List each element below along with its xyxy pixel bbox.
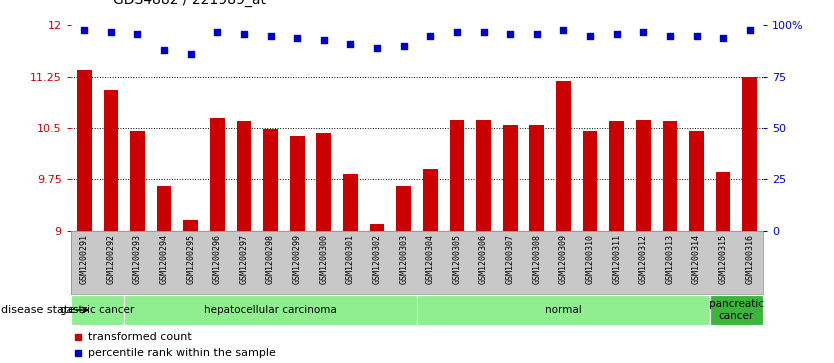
- Point: [610, 31, 623, 37]
- Point: [690, 33, 703, 38]
- Point: [184, 51, 198, 57]
- Bar: [476, 120, 491, 231]
- Text: GSM1200313: GSM1200313: [666, 234, 675, 284]
- Bar: [343, 174, 358, 231]
- Bar: [556, 81, 570, 231]
- Bar: [530, 125, 544, 231]
- Bar: [124, 295, 417, 325]
- Text: GSM1200291: GSM1200291: [80, 234, 88, 284]
- Text: GSM1200297: GSM1200297: [239, 234, 249, 284]
- Bar: [610, 121, 624, 231]
- Point: [504, 31, 517, 37]
- Bar: [417, 295, 710, 325]
- Point: [716, 35, 730, 41]
- Text: GSM1200293: GSM1200293: [133, 234, 142, 284]
- Text: gastric cancer: gastric cancer: [60, 305, 134, 315]
- Text: GSM1200292: GSM1200292: [106, 234, 115, 284]
- Point: [424, 33, 437, 38]
- Bar: [130, 131, 145, 231]
- Point: [131, 31, 144, 37]
- Bar: [290, 136, 304, 231]
- Text: GSM1200310: GSM1200310: [585, 234, 595, 284]
- Text: GSM1200295: GSM1200295: [186, 234, 195, 284]
- Text: pancreatic
cancer: pancreatic cancer: [709, 299, 764, 321]
- Point: [450, 29, 464, 34]
- Bar: [710, 295, 763, 325]
- Point: [557, 26, 570, 32]
- Text: GDS4882 / 221989_at: GDS4882 / 221989_at: [113, 0, 265, 7]
- Bar: [662, 121, 677, 231]
- Text: normal: normal: [545, 305, 582, 315]
- Text: GSM1200304: GSM1200304: [426, 234, 435, 284]
- Text: GSM1200312: GSM1200312: [639, 234, 648, 284]
- Text: GSM1200300: GSM1200300: [319, 234, 329, 284]
- Text: GSM1200315: GSM1200315: [719, 234, 728, 284]
- Text: percentile rank within the sample: percentile rank within the sample: [88, 348, 276, 358]
- Point: [370, 45, 384, 51]
- Point: [104, 29, 118, 34]
- Bar: [71, 295, 124, 325]
- Text: GSM1200294: GSM1200294: [159, 234, 168, 284]
- Text: GSM1200311: GSM1200311: [612, 234, 621, 284]
- Text: GSM1200299: GSM1200299: [293, 234, 302, 284]
- Point: [397, 43, 410, 49]
- Text: GSM1200302: GSM1200302: [373, 234, 382, 284]
- Bar: [450, 120, 465, 231]
- Text: GSM1200309: GSM1200309: [559, 234, 568, 284]
- Point: [211, 29, 224, 34]
- Bar: [210, 118, 224, 231]
- Bar: [742, 77, 757, 231]
- Point: [743, 26, 756, 32]
- Point: [344, 41, 357, 47]
- Text: GSM1200314: GSM1200314: [692, 234, 701, 284]
- Text: GSM1200308: GSM1200308: [532, 234, 541, 284]
- Text: hepatocellular carcinoma: hepatocellular carcinoma: [204, 305, 337, 315]
- Bar: [636, 120, 651, 231]
- Bar: [423, 169, 438, 231]
- Bar: [316, 133, 331, 231]
- Point: [237, 31, 250, 37]
- Text: GSM1200303: GSM1200303: [399, 234, 408, 284]
- Bar: [264, 129, 278, 231]
- Bar: [396, 186, 411, 231]
- Bar: [183, 220, 198, 231]
- Point: [663, 33, 676, 38]
- Point: [158, 47, 171, 53]
- Bar: [583, 131, 597, 231]
- Point: [583, 33, 596, 38]
- Text: transformed count: transformed count: [88, 332, 192, 342]
- Text: GSM1200298: GSM1200298: [266, 234, 275, 284]
- Bar: [369, 224, 384, 231]
- Text: GSM1200307: GSM1200307: [505, 234, 515, 284]
- Text: GSM1200301: GSM1200301: [346, 234, 355, 284]
- Text: GSM1200306: GSM1200306: [479, 234, 488, 284]
- Point: [78, 26, 91, 32]
- Text: GSM1200296: GSM1200296: [213, 234, 222, 284]
- Bar: [503, 125, 518, 231]
- Bar: [77, 70, 92, 231]
- Point: [530, 31, 544, 37]
- Text: GSM1200305: GSM1200305: [452, 234, 461, 284]
- Text: disease state: disease state: [1, 305, 75, 315]
- Point: [317, 37, 330, 43]
- Point: [477, 29, 490, 34]
- Bar: [689, 131, 704, 231]
- Point: [264, 33, 277, 38]
- Bar: [237, 121, 251, 231]
- Bar: [157, 186, 172, 231]
- Bar: [716, 172, 731, 231]
- Text: GSM1200316: GSM1200316: [746, 234, 754, 284]
- Point: [636, 29, 650, 34]
- Point: [290, 35, 304, 41]
- Bar: [103, 90, 118, 231]
